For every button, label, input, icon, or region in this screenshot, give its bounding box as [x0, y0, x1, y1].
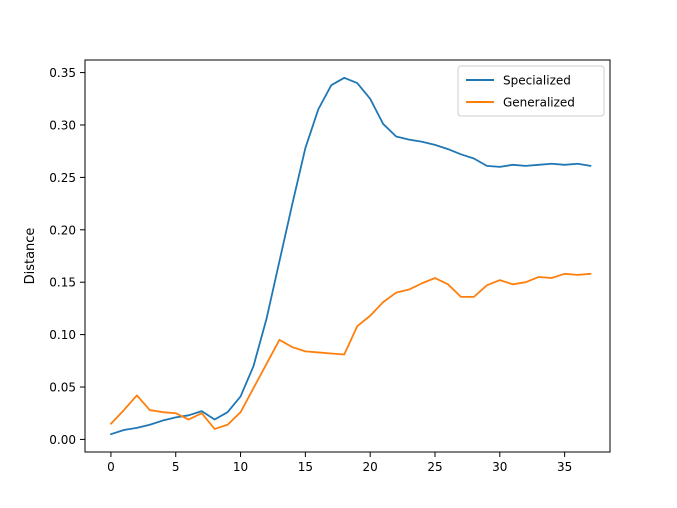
x-tick-label: 5 — [172, 460, 180, 474]
x-tick-label: 35 — [557, 460, 572, 474]
x-tick-label: 0 — [107, 460, 115, 474]
y-axis: 0.00 0.05 0.10 0.15 0.20 0.25 0.30 0.35 — [49, 66, 85, 447]
legend-box — [457, 65, 605, 117]
x-tick-label: 20 — [363, 460, 378, 474]
series-line-generalized — [110, 272, 592, 430]
legend-label: Specialized — [503, 74, 571, 88]
series-line-specialized — [110, 76, 592, 436]
x-axis: 0 5 10 15 20 25 30 35 — [107, 452, 572, 474]
plot-frame — [84, 59, 611, 453]
plot-area — [110, 76, 592, 436]
x-tick-label: 30 — [492, 460, 507, 474]
y-tick-label: 0.20 — [49, 223, 76, 237]
y-axis-label: Distance — [23, 228, 38, 285]
y-tick-label: 0.10 — [49, 328, 76, 342]
y-tick-label: 0.35 — [49, 66, 76, 80]
x-tick-label: 10 — [233, 460, 248, 474]
y-tick-label: 0.30 — [49, 118, 76, 132]
y-tick-label: 0.25 — [49, 171, 76, 185]
x-tick-label: 15 — [298, 460, 313, 474]
legend: Specialized Generalized — [457, 65, 605, 117]
legend-label: Generalized — [503, 96, 575, 110]
y-tick-label: 0.00 — [49, 433, 76, 447]
y-tick-label: 0.15 — [49, 276, 76, 290]
y-tick-label: 0.05 — [49, 381, 76, 395]
x-tick-label: 25 — [427, 460, 442, 474]
